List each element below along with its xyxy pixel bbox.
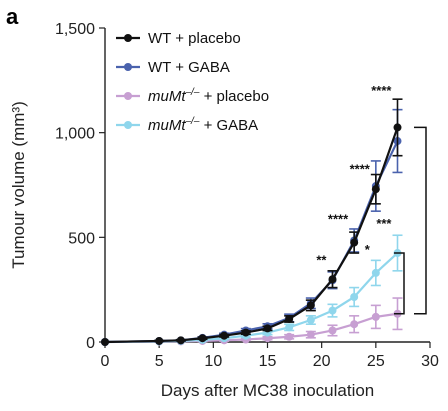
data-point [285,323,294,332]
y-tick-label: 1,500 [55,21,95,38]
significance-label: **** [350,161,371,176]
data-point [371,268,380,277]
y-tick-label: 0 [86,335,95,352]
data-point [306,301,315,310]
legend-item: muMt–/– + placebo [116,87,269,105]
x-tick-label: 30 [421,353,439,370]
legend-marker [124,92,132,100]
y-tick-label: 500 [68,230,95,247]
data-point [198,334,207,343]
data-point [350,320,359,329]
x-axis-label: Days after MC38 inoculation [161,381,375,400]
data-point [350,238,359,247]
panel-label: a [6,4,19,29]
legend-marker [124,34,132,42]
data-point [176,336,185,345]
data-point [371,185,380,194]
axes: 0 5 10 15 20 25 30 0 500 1,000 1,500 [55,21,439,370]
data-point [393,123,402,132]
y-tick-label: 1,000 [55,126,95,143]
legend-label-superscript: –/– [185,116,200,127]
data-point [328,275,337,284]
legend-label-genotype: muMt [148,88,186,105]
data-point [328,326,337,335]
data-point [220,331,229,340]
significance-label: **** [371,83,392,98]
comparison-bracket [394,252,405,315]
legend-marker [124,121,132,129]
legend-label: muMt–/– + placebo [148,87,269,105]
x-tick-label: 20 [313,353,331,370]
legend-marker [124,63,132,71]
data-point [328,306,337,315]
data-point [285,332,294,341]
significance-label: *** [376,216,392,231]
data-point [155,336,164,345]
legend-label: muMt–/– + GABA [148,116,258,134]
series-2 [101,297,403,346]
data-point [285,314,294,323]
comparison-bracket [414,126,427,315]
data-point [371,312,380,321]
x-tick-label: 10 [204,353,222,370]
data-point [306,330,315,339]
y-axis-label: Tumour volume (mm³) [9,101,28,269]
data-point [263,324,272,333]
data-point [306,316,315,325]
x-tick-label: 15 [259,353,277,370]
series-1 [101,108,403,346]
legend-label-treatment: + placebo [199,88,269,105]
legend-label: WT + placebo [148,30,241,47]
data-series [101,98,403,346]
x-tick-label: 5 [155,353,164,370]
data-point [101,338,109,346]
legend-label-treatment: + GABA [199,117,258,134]
annotations: ****************** [316,83,427,315]
significance-label: * [365,242,371,257]
data-point [241,328,250,337]
legend-label-superscript: –/– [185,87,200,98]
data-point [263,334,272,343]
data-point [350,292,359,301]
legend-item: muMt–/– + GABA [116,116,258,134]
legend-label: WT + GABA [148,59,230,76]
x-tick-label: 25 [367,353,385,370]
significance-label: **** [328,212,349,227]
series-0 [101,98,403,346]
x-tick-label: 0 [101,353,110,370]
significance-label: ** [316,253,327,268]
legend-item: WT + GABA [116,59,230,76]
legend-item: WT + placebo [116,30,241,47]
legend-label-genotype: muMt [148,117,186,134]
